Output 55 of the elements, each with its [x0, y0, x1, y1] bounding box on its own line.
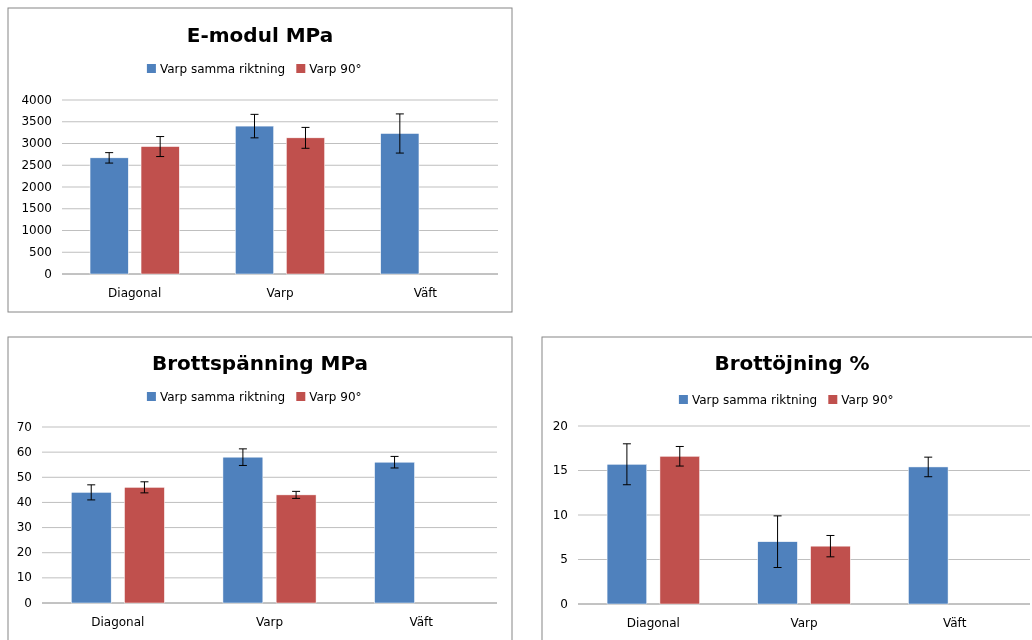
- y-tick-label: 40: [16, 494, 32, 509]
- bar: [140, 146, 180, 275]
- bar: [374, 461, 415, 604]
- y-tick-label: 20: [552, 418, 568, 433]
- x-tick-label: Väft: [409, 614, 434, 629]
- bar: [286, 137, 325, 275]
- y-tick-label: 20: [16, 545, 32, 560]
- y-tick-label: 0: [44, 266, 52, 281]
- y-tick-label: 15: [552, 463, 568, 477]
- bar: [89, 157, 129, 275]
- y-tick-label: 3000: [21, 136, 52, 150]
- bar: [380, 133, 420, 275]
- chart-title: E-modul MPa: [186, 22, 334, 47]
- x-tick-label: Diagonal: [626, 615, 680, 630]
- bar: [275, 494, 317, 604]
- y-tick-label: 5: [560, 552, 568, 566]
- y-tick-label: 60: [16, 444, 32, 459]
- y-tick-label: 10: [16, 570, 32, 585]
- x-tick-label: Varp: [266, 285, 294, 300]
- y-tick-label: 70: [16, 419, 32, 434]
- bar: [124, 487, 165, 604]
- bar: [71, 492, 112, 604]
- x-tick-label: Diagonal: [108, 285, 162, 300]
- legend-label: Varp samma riktning: [159, 389, 286, 404]
- x-tick-label: Varp: [255, 614, 284, 629]
- bar: [757, 541, 798, 605]
- x-tick-label: Väft: [942, 615, 967, 630]
- y-tick-label: 500: [29, 244, 52, 259]
- legend-label: Varp 90°: [309, 389, 362, 404]
- x-tick-label: Varp: [790, 615, 818, 630]
- legend-label: Varp 90°: [309, 61, 362, 76]
- y-tick-label: 2500: [21, 157, 52, 172]
- y-tick-label: 1000: [21, 223, 52, 237]
- bar: [659, 456, 700, 605]
- y-tick-label: 0: [24, 595, 32, 610]
- y-tick-label: 10: [552, 507, 568, 522]
- y-tick-label: 1500: [21, 201, 52, 216]
- legend-label: Varp 90°: [841, 392, 894, 407]
- bar: [810, 545, 851, 605]
- y-tick-label: 4000: [21, 92, 52, 107]
- chart-title: Brottöjning %: [714, 350, 870, 375]
- y-tick-label: 2000: [21, 179, 52, 194]
- chart-title: Brottspänning MPa: [151, 350, 369, 375]
- y-tick-label: 0: [560, 596, 568, 611]
- legend-label: Varp samma riktning: [691, 392, 818, 407]
- bar: [606, 464, 647, 605]
- bar: [908, 466, 949, 605]
- bar: [222, 456, 264, 604]
- bar: [235, 125, 274, 275]
- y-tick-label: 50: [16, 469, 32, 484]
- y-tick-label: 30: [16, 520, 32, 535]
- y-tick-label: 3500: [21, 114, 52, 129]
- legend-label: Varp samma riktning: [159, 61, 286, 76]
- x-tick-label: Diagonal: [91, 614, 145, 629]
- x-tick-label: Väft: [413, 285, 438, 300]
